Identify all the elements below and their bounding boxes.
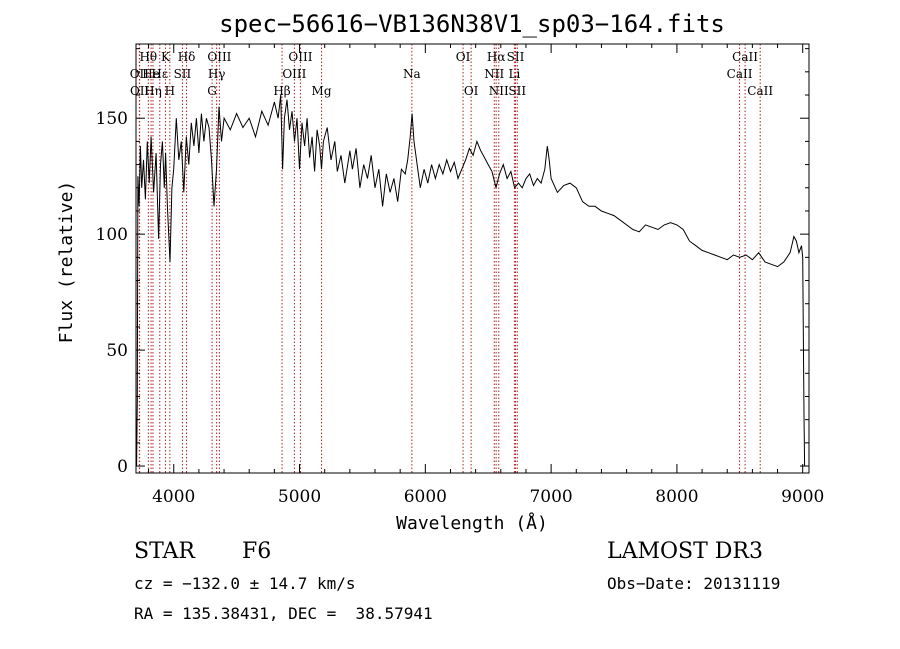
line-label-23: SII xyxy=(507,50,525,64)
x-tick-label-4000: 4000 xyxy=(152,487,195,507)
line-label-19: OI xyxy=(464,84,479,98)
line-label-18: OI xyxy=(456,50,471,64)
line-label-13: OIII xyxy=(288,50,312,64)
line-label-8: Hδ xyxy=(178,50,196,64)
line-label-4: Hη xyxy=(144,84,162,98)
line-label-20: Hα xyxy=(487,50,506,64)
line-label-14: OIII xyxy=(282,67,306,81)
line-label-27: CaII xyxy=(727,67,753,81)
y-tick-label-100: 100 xyxy=(96,225,128,245)
x-axis-label: Wavelength (Å) xyxy=(396,512,548,534)
line-label-2: OII xyxy=(130,84,150,98)
object-type: STAR xyxy=(134,539,195,564)
y-axis-ticks: 0 50 100 150 xyxy=(96,48,809,477)
line-label-21: NII xyxy=(484,67,504,81)
object-subclass: F6 xyxy=(242,539,272,564)
spectrum-series-line xyxy=(136,94,806,467)
y-axis-label: Flux (relative) xyxy=(56,181,77,344)
line-label-25: SII xyxy=(508,84,526,98)
x-tick-label-8000: 8000 xyxy=(655,487,698,507)
line-label-9: SII xyxy=(174,67,192,81)
line-label-6: Hε xyxy=(151,67,168,81)
line-label-24: Li xyxy=(508,67,520,81)
line-label-22: NII xyxy=(489,84,509,98)
line-label-28: CaII xyxy=(747,84,773,98)
redshift-readout: cz = −132.0 ± 14.7 km/s xyxy=(134,574,356,593)
line-label-7: H xyxy=(165,84,175,98)
y-tick-label-0: 0 xyxy=(117,457,128,477)
line-label-5: K xyxy=(161,50,171,64)
line-label-10: OIII xyxy=(207,50,231,64)
line-label-17: Na xyxy=(403,67,421,81)
y-tick-label-150: 150 xyxy=(96,109,128,129)
line-label-11: Hγ xyxy=(208,67,226,81)
survey-name: LAMOST DR3 xyxy=(607,539,763,564)
line-label-0: Hθ xyxy=(139,50,157,64)
line-label-1: OII xyxy=(130,67,150,81)
chart-title: spec−56616−VB136N38V1_sp03−164.fits xyxy=(219,10,725,38)
line-label-12: G xyxy=(207,84,217,98)
x-axis-ticks: 4000 5000 6000 7000 8000 9000 xyxy=(148,44,824,507)
line-label-26: CaII xyxy=(732,50,758,64)
plot-frame xyxy=(135,43,810,474)
spectral-line-markers xyxy=(138,44,761,473)
line-label-16: Mg xyxy=(312,84,332,98)
x-tick-label-6000: 6000 xyxy=(404,487,447,507)
coordinates-readout: RA = 135.38431, DEC = 38.57941 xyxy=(134,604,433,623)
line-label-15: Hβ xyxy=(273,84,290,98)
x-tick-label-9000: 9000 xyxy=(781,487,824,507)
y-tick-label-50: 50 xyxy=(106,341,128,361)
x-tick-label-5000: 5000 xyxy=(278,487,321,507)
observation-date: Obs−Date: 20131119 xyxy=(607,574,781,593)
line-label-3: He xyxy=(142,67,160,81)
x-tick-label-7000: 7000 xyxy=(529,487,572,507)
